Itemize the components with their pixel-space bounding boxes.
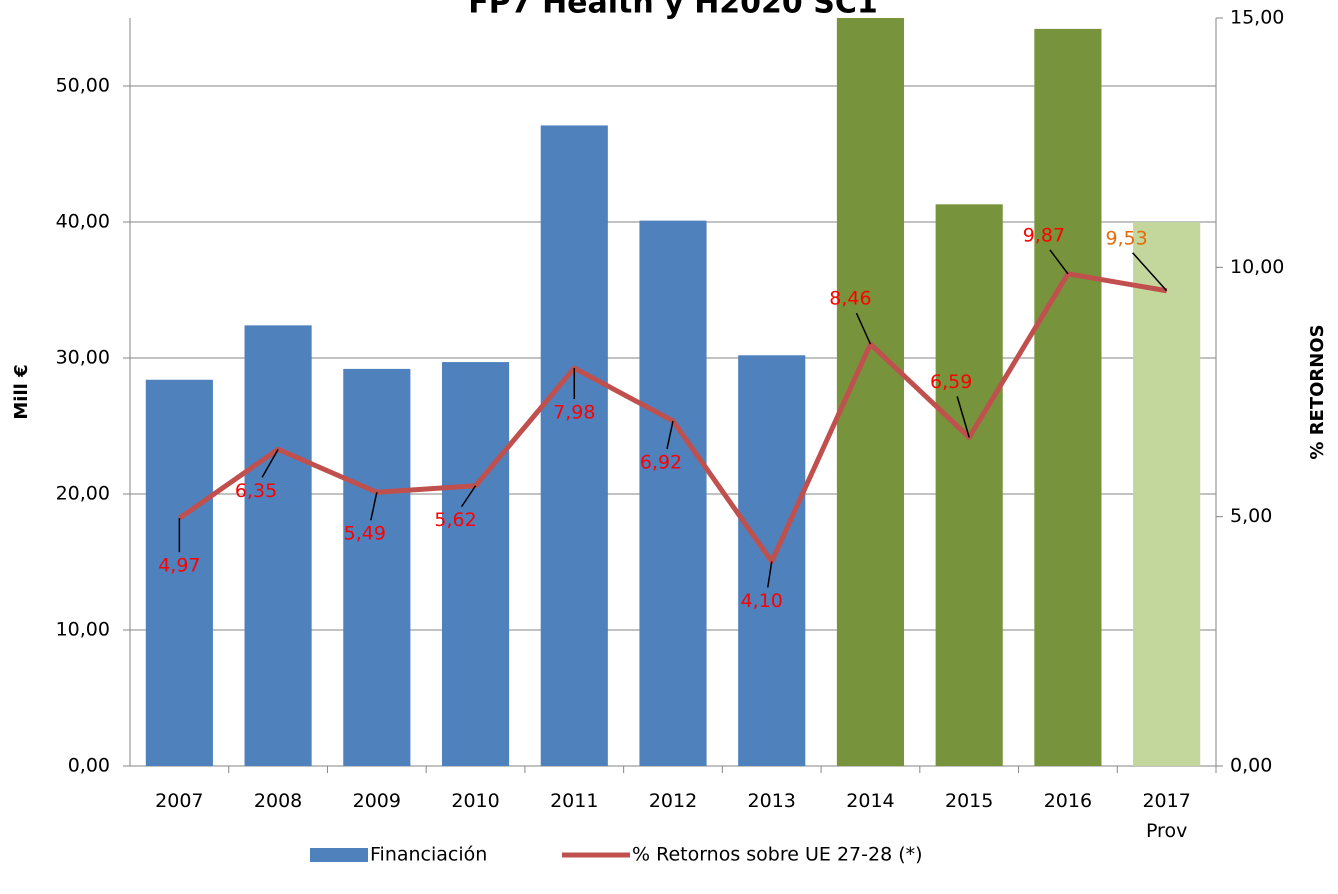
leader-line (460, 485, 477, 508)
leader-line (855, 312, 872, 345)
data-label: 4,97 (158, 555, 200, 577)
bars (145, 18, 1201, 766)
leader-line (1132, 252, 1168, 292)
legend-swatch (310, 848, 368, 862)
y-tick-label: 40,00 (56, 211, 110, 233)
bar (1034, 28, 1102, 766)
y2-tick-label: 0,00 (1230, 755, 1272, 777)
x-tick-label: 2016 (1044, 790, 1092, 812)
bar (441, 362, 510, 766)
leader-line (956, 396, 970, 438)
y-tick-label: 30,00 (56, 347, 110, 369)
y2-tick-label: 10,00 (1230, 256, 1284, 278)
x-tick-label: 2014 (846, 790, 894, 812)
y-tick-label: 0,00 (68, 755, 110, 777)
x-tick-label: 2013 (748, 790, 796, 812)
bar (540, 125, 608, 766)
legend-label: % Retornos sobre UE 27-28 (*) (632, 844, 923, 866)
leader-line (666, 420, 674, 450)
leader-line (261, 448, 279, 478)
data-label: 6,59 (930, 371, 972, 393)
x-tick-label: 2017 Prov (1142, 790, 1190, 842)
bar (343, 368, 411, 766)
bar (836, 18, 905, 766)
leader-line (370, 492, 378, 521)
x-tick-label: 2015 (945, 790, 993, 812)
y-tick-label: 20,00 (56, 483, 110, 505)
x-tick-label: 2011 (550, 790, 598, 812)
bar (935, 204, 1003, 766)
y-tick-label: 50,00 (56, 75, 110, 97)
leader-line (766, 561, 773, 588)
data-label: 6,92 (640, 451, 682, 473)
bar (639, 220, 707, 766)
data-label: 8,46 (829, 288, 871, 310)
y2-axis-label: % RETORNOS (1307, 324, 1328, 459)
bar (244, 325, 312, 766)
y-axis-label: Mill € (11, 364, 32, 419)
data-label: 6,35 (235, 480, 277, 502)
x-tick-label: 2007 (155, 790, 203, 812)
y2-tick-label: 15,00 (1230, 7, 1284, 29)
data-label: 9,87 (1023, 224, 1065, 246)
x-tick-label: 2008 (254, 790, 302, 812)
data-label: 5,62 (434, 509, 476, 531)
data-label: 4,10 (741, 590, 783, 612)
data-label: 5,49 (344, 523, 386, 545)
legend-label: Financiación (370, 844, 487, 866)
x-tick-label: 2010 (451, 790, 499, 812)
x-tick-label: 2012 (649, 790, 697, 812)
leader-line (1049, 249, 1069, 275)
y-tick-label: 10,00 (56, 619, 110, 641)
bar (1133, 222, 1201, 766)
chart-title: FP7 Health y H2020 SC1 (468, 0, 877, 21)
data-label: 7,98 (553, 402, 595, 424)
data-label: 9,53 (1105, 227, 1147, 249)
y2-tick-label: 5,00 (1230, 505, 1272, 527)
x-tick-label: 2009 (353, 790, 401, 812)
bar (145, 379, 213, 766)
